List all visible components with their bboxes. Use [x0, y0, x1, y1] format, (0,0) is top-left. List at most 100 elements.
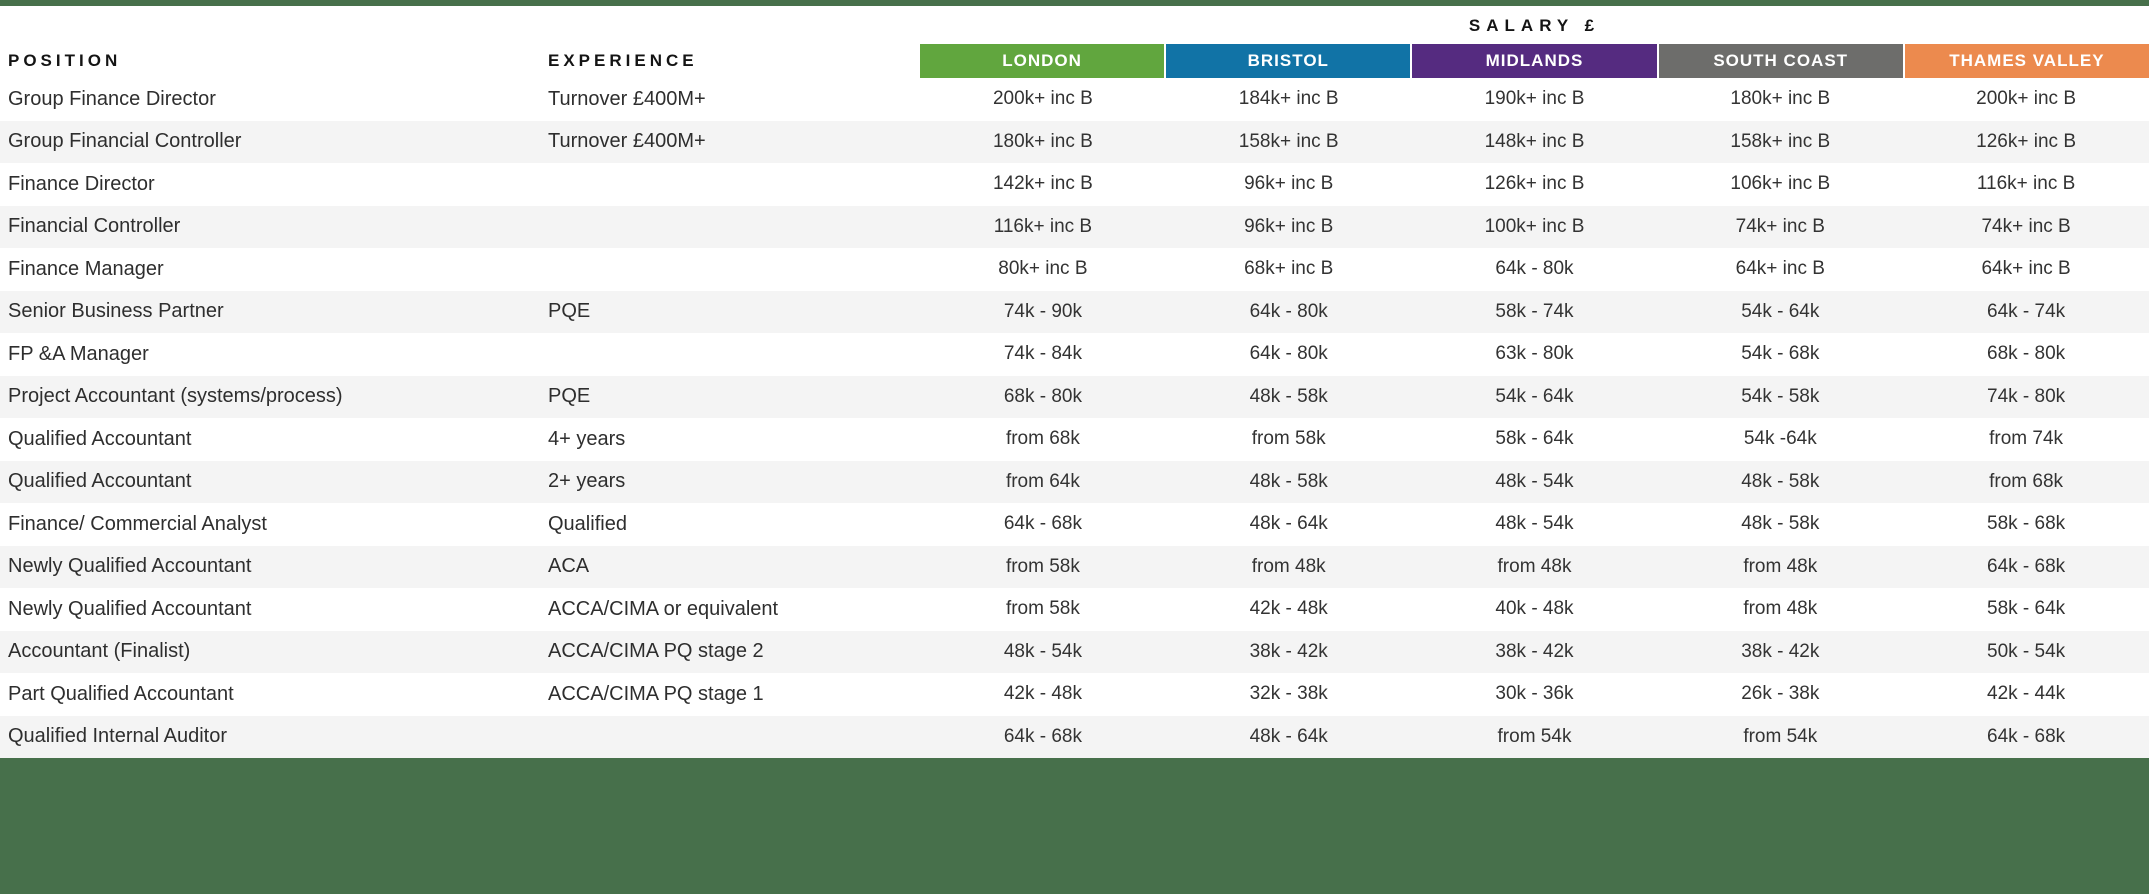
salary-cell-thames-valley: 74k - 80k: [1987, 385, 2066, 407]
experience-cell: PQE: [548, 385, 591, 408]
region-header-midlands: MIDLANDS: [1412, 44, 1657, 78]
salary-cell-midlands: 54k - 64k: [1495, 385, 1574, 407]
position-cell: Finance/ Commercial Analyst: [8, 512, 267, 535]
salary-cell-midlands: 48k - 54k: [1495, 513, 1574, 535]
salary-cell-bristol: 48k - 58k: [1249, 470, 1328, 492]
salary-cell-london: 48k - 54k: [1003, 640, 1082, 662]
table-header: SALARY £ POSITION EXPERIENCE LONDON BRIST…: [0, 6, 2149, 78]
position-cell: Part Qualified Accountant: [8, 682, 234, 705]
salary-cell-bristol: 48k - 64k: [1249, 513, 1328, 535]
salary-cell-midlands: 148k+ inc B: [1484, 130, 1585, 152]
salary-cell-london: from 68k: [1005, 428, 1080, 450]
salary-cell-midlands: 30k - 36k: [1495, 683, 1574, 705]
table-row: Qualified Accountant 2+ years from 64k 48k …: [0, 460, 2149, 503]
top-accent-bar: [0, 0, 2149, 6]
table-row: Part Qualified Accountant ACCA/CIMA PQ st…: [0, 673, 2149, 716]
salary-cell-thames-valley: 58k - 68k: [1987, 513, 2066, 535]
salary-cell-bristol: 38k - 42k: [1249, 640, 1328, 662]
salary-cell-thames-valley: 64k - 74k: [1987, 300, 2066, 322]
salary-cell-midlands: 100k+ inc B: [1484, 215, 1585, 237]
salary-cell-south-coast: 48k - 58k: [1741, 513, 1820, 535]
position-cell: FP &A Manager: [8, 342, 149, 365]
position-cell: Group Finance Director: [8, 87, 216, 110]
salary-cell-thames-valley: 68k - 80k: [1987, 343, 2066, 365]
region-header-london: LONDON: [920, 44, 1165, 78]
experience-cell: [540, 163, 920, 206]
salary-cell-thames-valley: 126k+ inc B: [1976, 130, 2076, 152]
salary-cell-london: from 58k: [1005, 555, 1080, 577]
salary-cell-midlands: 40k - 48k: [1495, 598, 1574, 620]
region-header-bristol: BRISTOL: [1166, 44, 1411, 78]
position-cell: Financial Controller: [8, 215, 181, 238]
salary-cell-thames-valley: 64k - 68k: [1987, 555, 2066, 577]
salary-cell-bristol: 64k - 80k: [1249, 343, 1328, 365]
salary-cell-bristol: 64k - 80k: [1249, 300, 1328, 322]
table-row: Senior Business Partner PQE 74k - 90k 64k -…: [0, 290, 2149, 333]
salary-cell-south-coast: from 48k: [1743, 555, 1818, 577]
salary-cell-bristol: 42k - 48k: [1249, 598, 1328, 620]
salary-cell-london: 68k - 80k: [1003, 385, 1082, 407]
experience-cell: [540, 716, 920, 759]
salary-cell-thames-valley: 200k+ inc B: [1976, 88, 2076, 110]
salary-cell-london: 116k+ inc B: [993, 215, 1093, 237]
salary-cell-london: 74k - 90k: [1003, 300, 1082, 322]
position-cell: Qualified Accountant: [8, 470, 192, 493]
salary-cell-bristol: 96k+ inc B: [1244, 215, 1334, 237]
salary-cell-midlands: 58k - 74k: [1495, 300, 1574, 322]
salary-cell-thames-valley: 58k - 64k: [1987, 598, 2066, 620]
position-cell: Qualified Internal Auditor: [8, 725, 228, 748]
salary-cell-london: 80k+ inc B: [998, 258, 1088, 280]
salary-cell-bristol: 48k - 64k: [1249, 725, 1328, 747]
table-row: Finance Manager 80k+ inc B 68k+ inc B 64k -…: [0, 248, 2149, 291]
salary-cell-south-coast: from 48k: [1743, 598, 1818, 620]
salary-cell-south-coast: 54k -64k: [1743, 428, 1817, 450]
salary-cell-london: 200k+ inc B: [992, 88, 1093, 110]
salary-cell-midlands: from 48k: [1497, 555, 1572, 577]
salary-cell-bristol: from 48k: [1251, 555, 1326, 577]
position-cell: Accountant (Finalist): [8, 640, 191, 663]
salary-cell-bristol: 68k+ inc B: [1244, 258, 1334, 280]
experience-column-header: EXPERIENCE: [548, 51, 698, 70]
position-cell: Group Financial Controller: [8, 130, 242, 153]
table-row: FP &A Manager 74k - 84k 64k - 80k 63k - 80k…: [0, 333, 2149, 376]
salary-cell-thames-valley: 74k+ inc B: [1981, 215, 2071, 237]
salary-section-title: SALARY £: [1468, 16, 1601, 35]
salary-cell-london: from 58k: [1005, 598, 1080, 620]
position-cell: Newly Qualified Accountant: [8, 597, 252, 620]
table-row: Qualified Accountant 4+ years from 68k from…: [0, 418, 2149, 461]
experience-cell: Turnover £400M+: [548, 130, 706, 153]
experience-cell: ACCA/CIMA PQ stage 1: [548, 682, 764, 705]
table-row: Newly Qualified Accountant ACCA/CIMA or e…: [0, 588, 2149, 631]
table-row: Group Finance Director Turnover £400M+ 200…: [0, 78, 2149, 121]
table-row: Finance Director 142k+ inc B 96k+ inc B 126…: [0, 163, 2149, 206]
salary-cell-thames-valley: from 68k: [1989, 470, 2064, 492]
experience-cell: Turnover £400M+: [548, 87, 706, 110]
salary-cell-london: 180k+ inc B: [992, 130, 1093, 152]
salary-cell-south-coast: 106k+ inc B: [1730, 173, 1831, 195]
salary-cell-south-coast: 48k - 58k: [1741, 470, 1820, 492]
salary-cell-bristol: from 58k: [1251, 428, 1326, 450]
salary-cell-thames-valley: 64k - 68k: [1987, 725, 2066, 747]
position-cell: Qualified Accountant: [8, 427, 192, 450]
region-header-south-coast: SOUTH COAST: [1658, 44, 1903, 78]
salary-cell-midlands: 64k - 80k: [1495, 258, 1574, 280]
salary-cell-thames-valley: 64k+ inc B: [1981, 258, 2071, 280]
salary-cell-south-coast: 54k - 64k: [1741, 300, 1820, 322]
salary-cell-bristol: 32k - 38k: [1249, 683, 1328, 705]
table-row: Group Financial Controller Turnover £400M…: [0, 120, 2149, 163]
experience-cell: 2+ years: [548, 470, 626, 493]
region-headers: LONDON BRISTOL MIDLANDS SOUTH COAST THAMES V…: [920, 44, 2149, 78]
table-row: Newly Qualified Accountant ACA from 58k fro…: [0, 545, 2149, 588]
salary-cell-south-coast: from 54k: [1743, 725, 1818, 747]
salary-cell-bristol: 96k+ inc B: [1244, 173, 1334, 195]
position-cell: Senior Business Partner: [8, 300, 224, 323]
salary-cell-bristol: 158k+ inc B: [1238, 130, 1339, 152]
salary-cell-south-coast: 74k+ inc B: [1735, 215, 1825, 237]
table-body: Group Finance Director Turnover £400M+ 200…: [0, 78, 2149, 758]
position-cell: Newly Qualified Accountant: [8, 555, 252, 578]
salary-cell-midlands: 126k+ inc B: [1484, 173, 1585, 195]
salary-cell-midlands: 190k+ inc B: [1484, 88, 1585, 110]
salary-cell-midlands: 48k - 54k: [1495, 470, 1574, 492]
experience-cell: [540, 206, 920, 249]
